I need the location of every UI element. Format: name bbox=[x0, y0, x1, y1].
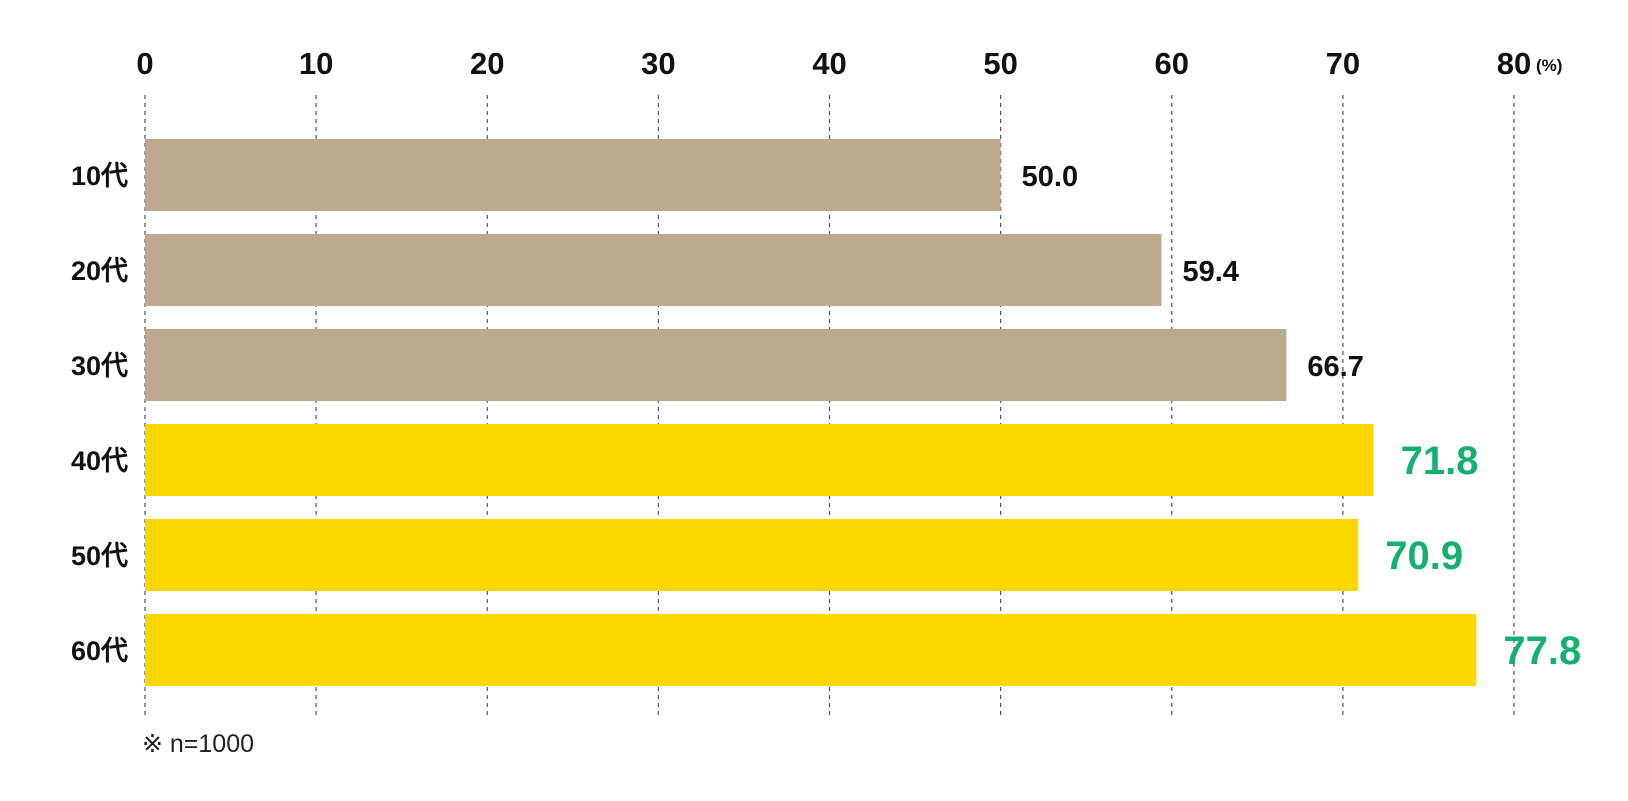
sample-size-note: ※ n=1000 bbox=[142, 730, 254, 758]
bar bbox=[145, 329, 1287, 401]
x-tick-label: 20 bbox=[470, 46, 504, 81]
bars bbox=[145, 139, 1477, 686]
category-label: 60代 bbox=[71, 636, 128, 666]
x-tick-label: 60 bbox=[1155, 46, 1189, 81]
bar bbox=[145, 424, 1374, 496]
category-label: 30代 bbox=[71, 351, 128, 381]
bar bbox=[145, 139, 1001, 211]
category-label: 20代 bbox=[71, 256, 128, 286]
category-label: 40代 bbox=[71, 446, 128, 476]
value-labels: 50.0 59.4 66.7 71.8 70.9 77.8 bbox=[1022, 161, 1582, 673]
value-label: 50.0 bbox=[1022, 161, 1078, 193]
x-axis: 0 10 20 30 40 50 60 70 80 (%) bbox=[136, 46, 1562, 81]
category-label: 10代 bbox=[71, 161, 128, 191]
value-label: 71.8 bbox=[1401, 439, 1479, 483]
value-label: 59.4 bbox=[1182, 256, 1238, 288]
category-labels: 10代 20代 30代 40代 50代 60代 bbox=[71, 161, 128, 666]
x-tick-label: 0 bbox=[136, 46, 153, 81]
x-tick-label: 40 bbox=[812, 46, 846, 81]
x-unit-label: (%) bbox=[1536, 56, 1562, 75]
x-tick-label: 70 bbox=[1326, 46, 1360, 81]
value-label: 70.9 bbox=[1385, 534, 1463, 578]
x-tick-label: 50 bbox=[983, 46, 1017, 81]
value-label: 77.8 bbox=[1503, 629, 1581, 673]
bar bbox=[145, 614, 1477, 686]
category-label: 50代 bbox=[71, 541, 128, 571]
x-tick-label: 80 bbox=[1497, 46, 1531, 81]
bar bbox=[145, 234, 1162, 306]
x-tick-label: 30 bbox=[641, 46, 675, 81]
x-tick-label: 10 bbox=[299, 46, 333, 81]
value-label: 66.7 bbox=[1307, 351, 1363, 383]
bar bbox=[145, 519, 1359, 591]
